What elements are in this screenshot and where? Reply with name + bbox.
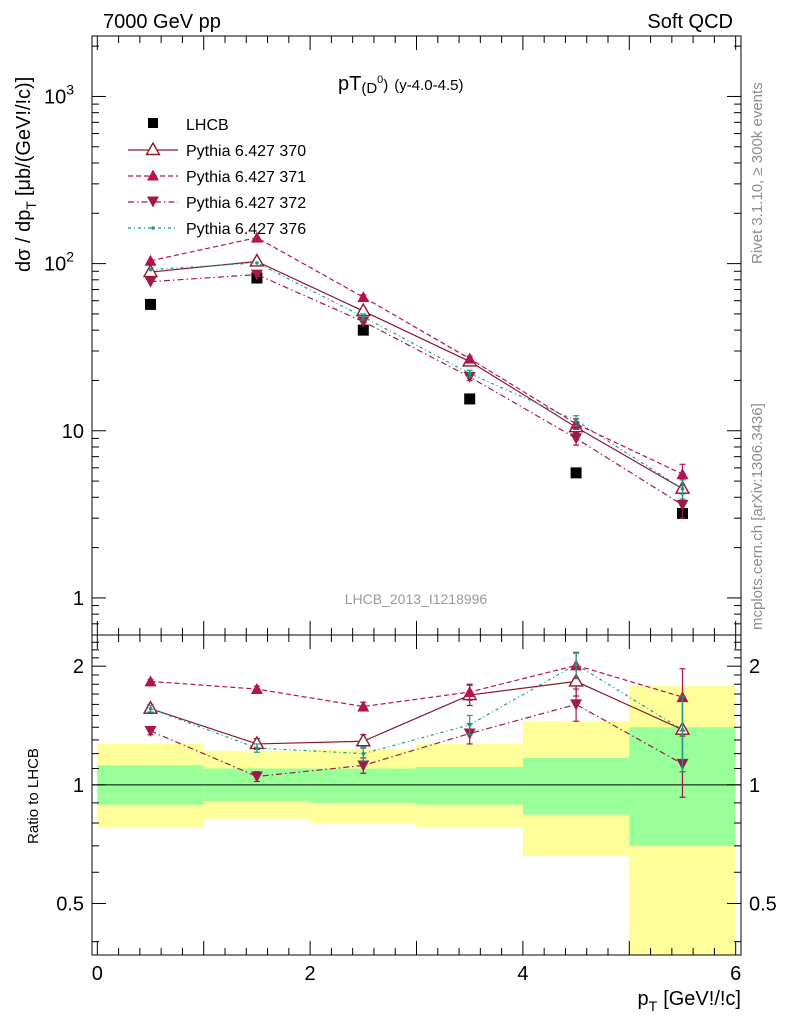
y-tick-label: 10 [62,421,84,443]
series-line-p372 [150,703,683,778]
point-p370 [568,672,584,687]
y-tick-label: 1 [73,775,84,797]
x-tick-label: 0 [92,963,103,985]
point-p376 [574,662,578,667]
y-tick-label: 1 [73,588,84,610]
point-p372 [357,760,370,772]
y-tick-label: 2 [73,656,84,678]
point-p372 [250,269,263,281]
point-p376 [680,486,685,491]
y-tick-label-right: 2 [749,656,760,678]
legend-label: Pythia 6.427 376 [186,221,306,238]
point-p376 [255,261,259,265]
header-right: Soft QCD [647,11,733,33]
band-inner [416,766,523,805]
ratio-plot-marks [142,651,691,798]
point-p371 [144,675,157,687]
point-p372 [357,316,370,328]
point-data [357,324,369,336]
x-tick-label: 6 [730,963,741,985]
point-p376 [467,371,472,376]
point-p372 [676,499,689,511]
band-inner [310,768,417,803]
point-p376 [255,746,259,750]
point-p370 [355,732,372,747]
ratio-panel: 0.5 1 2 0.5 1 2 0 2 4 6 Ratio to LHCB pT [GeV!/!c] [25,634,777,1014]
ratio-axis-ticks: 0.5 1 2 0.5 1 2 0 2 4 6 [56,634,777,985]
main-panel: 1 10 102 103 pT(D0) (y-4.0-4.5) dσ / dpT[μb/… [13,35,742,636]
point-p372 [570,699,583,711]
mcplots-label: mcplots.cern.ch [arXiv:1306.3436] [749,403,766,630]
rivet-label: Rivet 3.1.10, ≥ 300k events [749,82,766,264]
point-p376 [467,723,472,727]
legend-label: Pythia 6.427 371 [186,169,306,186]
legend-marker-open-triangle [145,141,161,156]
legend-item-pythia-372: Pythia 6.427 372 [128,195,306,212]
legend-item-pythia-370: Pythia 6.427 370 [128,141,306,160]
analysis-watermark: LHCB_2013_I1218996 [345,591,488,607]
legend-item-lhcb: LHCB [148,117,229,134]
y-tick-label: 103 [44,81,74,108]
point-data [145,298,157,310]
legend-marker-square [148,118,158,128]
legend-label: LHCB [186,117,229,134]
legend-marker-triangle-down [147,196,159,208]
legend-marker-dot [151,226,155,230]
series-line-p370 [150,680,683,745]
series-line-p376 [150,262,683,490]
x-tick-label: 2 [305,963,316,985]
point-data [464,393,476,405]
point-data [570,467,582,479]
legend-label: Pythia 6.427 372 [186,195,306,212]
series-line-p371 [150,237,683,475]
main-y-label: dσ / dpT[μb/(GeV!/!c)] [13,77,39,272]
legend-item-pythia-376: Pythia 6.427 376 [128,221,306,238]
point-p372 [144,276,157,288]
x-tick-label: 4 [517,963,528,985]
point-p376 [574,418,578,423]
main-plot-marks [142,231,691,519]
point-p376 [148,706,153,711]
point-p372 [144,725,157,737]
point-p372 [570,433,583,445]
series-line-p371 [150,664,683,708]
legend-marker-triangle-up [147,169,159,181]
point-p376 [680,727,685,732]
series-line-p372 [150,273,683,506]
point-p371 [357,291,370,303]
point-p371 [463,352,476,364]
y-tick-label: 0.5 [56,893,84,915]
point-p376 [361,751,366,756]
point-p371 [357,700,370,712]
main-title: pT(D0) (y-4.0-4.5) [338,73,463,97]
ratio-y-label: Ratio to LHCB [25,748,42,844]
band-inner [522,757,630,815]
header-left: 7000 GeV pp [103,11,221,33]
legend-label: Pythia 6.427 370 [186,143,306,160]
point-p371 [676,468,689,480]
series-line-p370 [150,260,683,490]
point-p376 [361,315,366,319]
point-p371 [250,231,263,243]
point-p376 [148,267,153,272]
x-axis-label: pT [GeV!/!c] [638,988,742,1014]
point-p370 [249,253,265,267]
y-tick-label: 102 [44,249,74,276]
point-p371 [250,683,263,695]
point-p372 [250,771,263,783]
point-p371 [463,686,476,698]
point-p371 [144,254,157,266]
y-tick-label-right: 0.5 [749,893,777,915]
legend: LHCB Pythia 6.427 370 Pythia 6.427 371 P… [128,117,306,238]
legend-item-pythia-371: Pythia 6.427 371 [128,169,306,186]
ratio-uncertainty-bands [97,686,736,955]
y-tick-label-right: 1 [749,775,760,797]
